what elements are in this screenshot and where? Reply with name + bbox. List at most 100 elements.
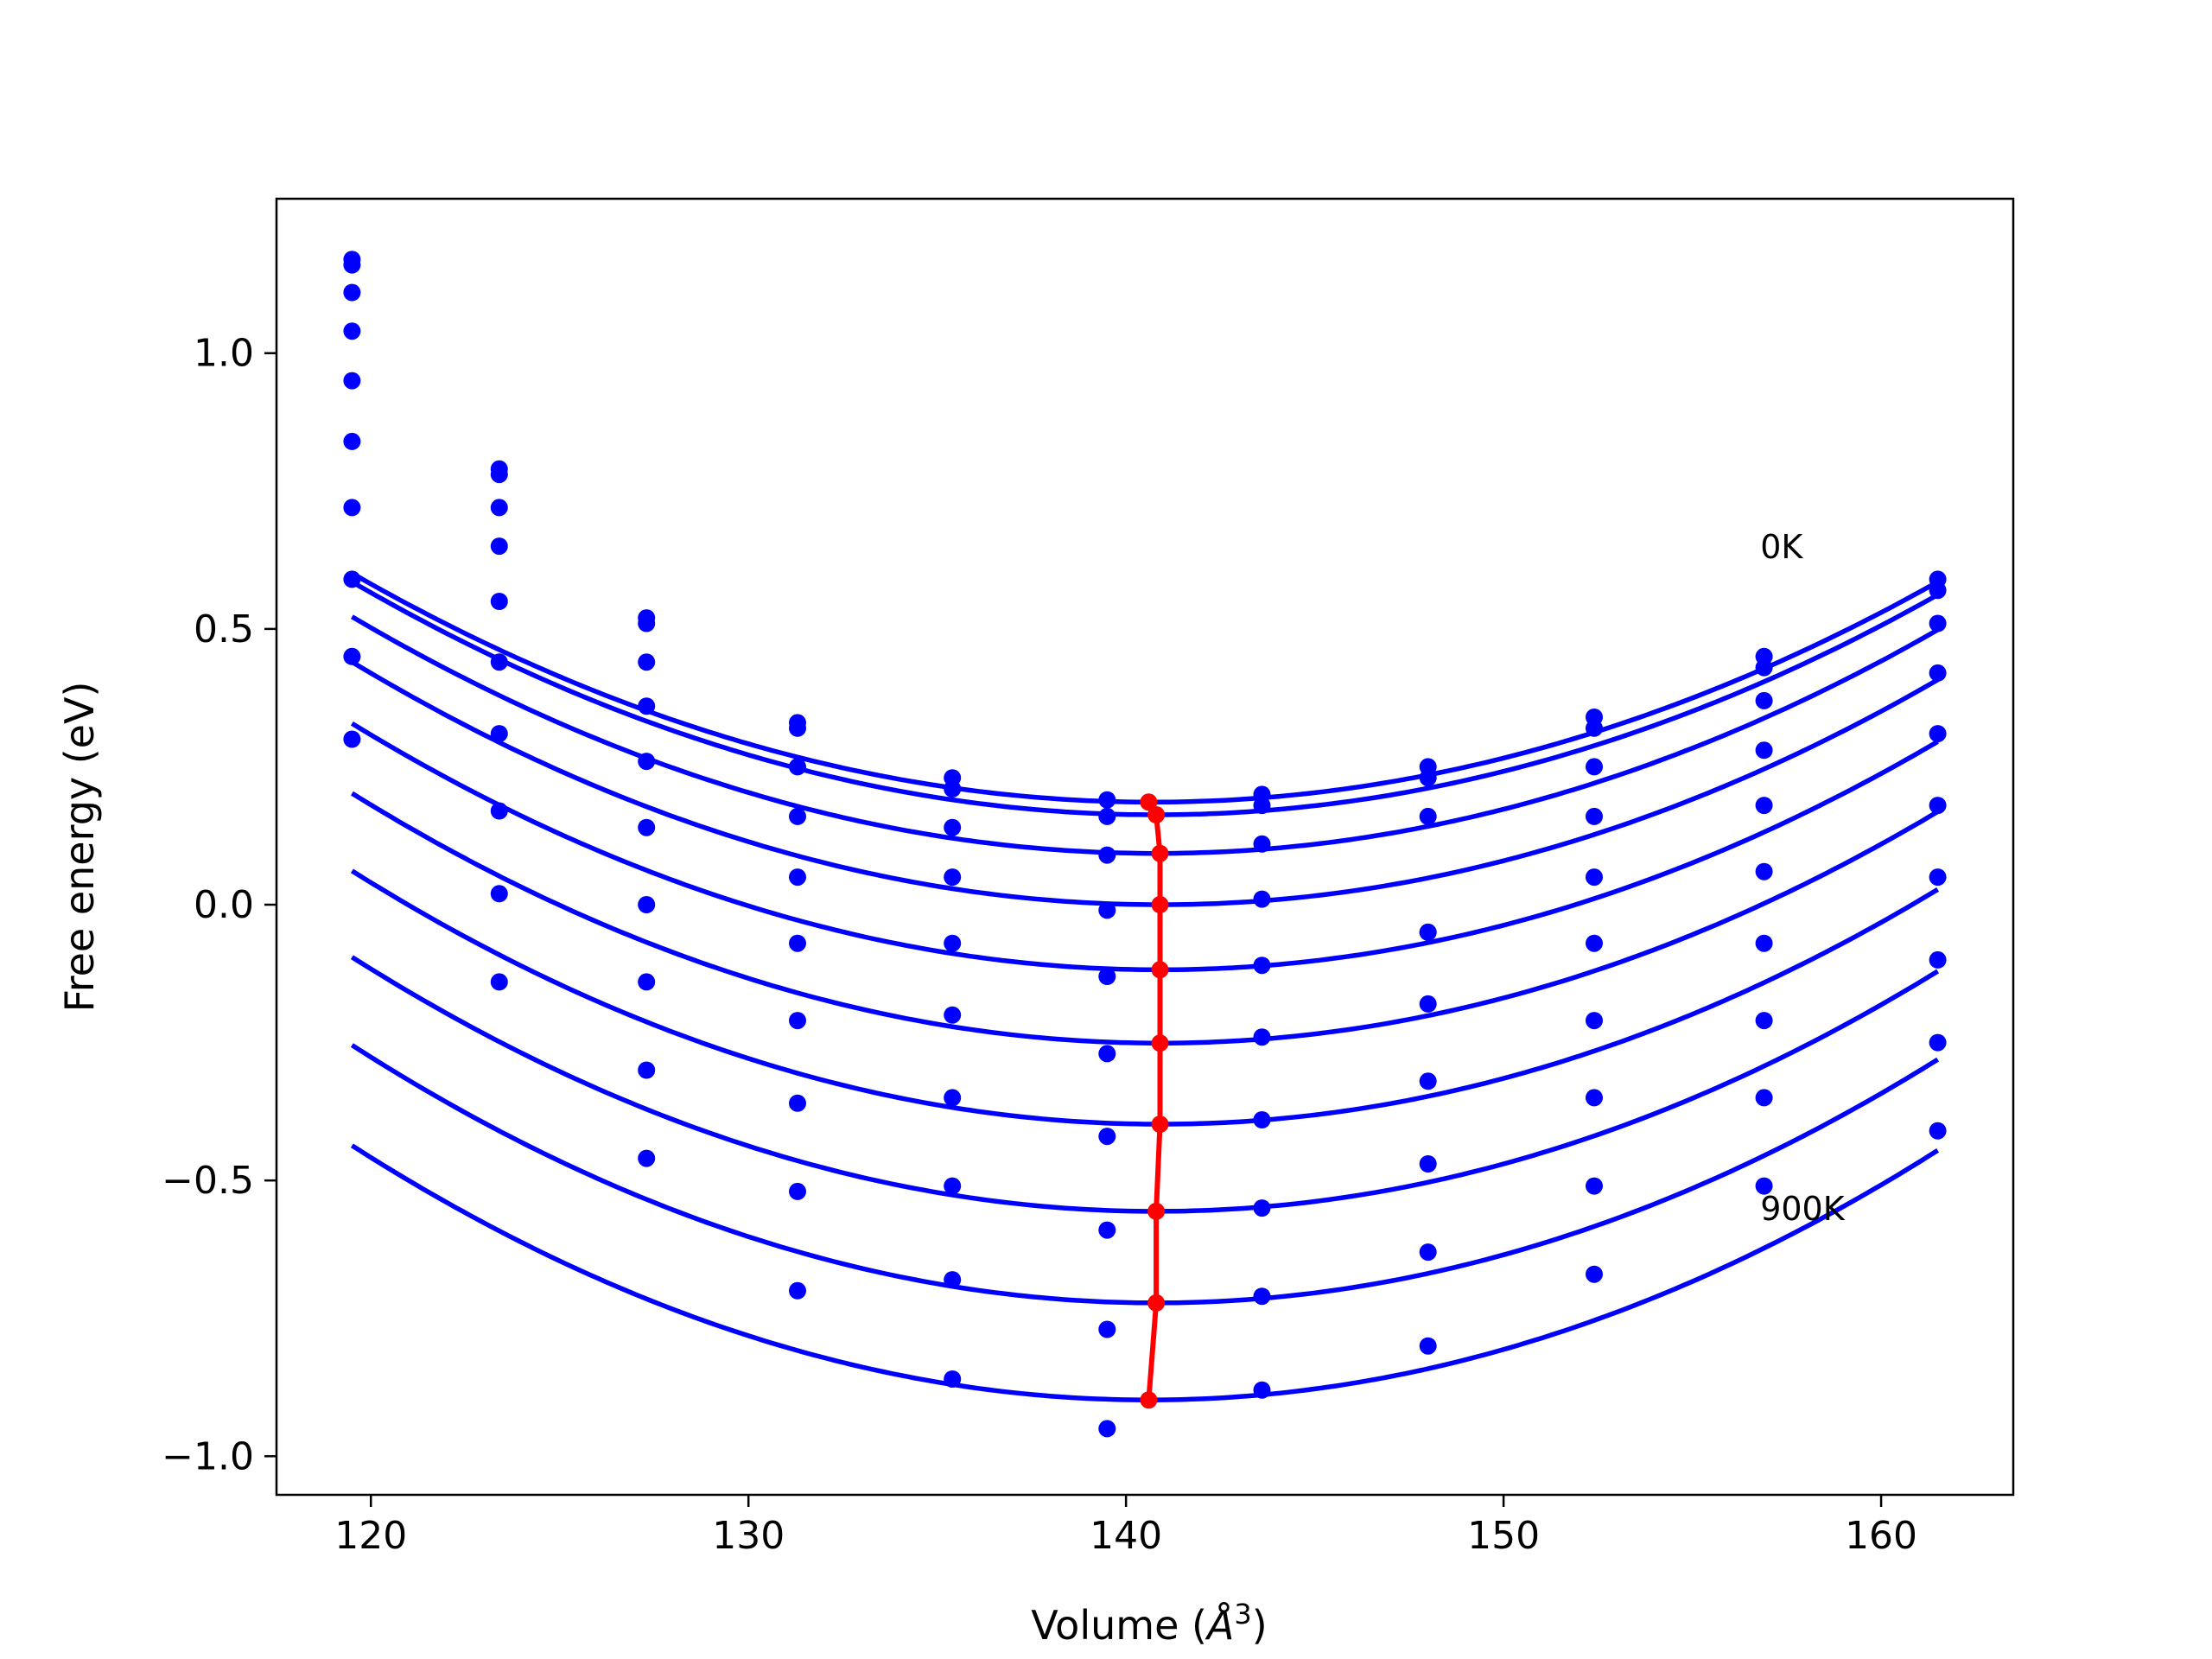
data-point-s1-7	[1419, 769, 1437, 787]
data-point-s6-4	[944, 1089, 962, 1107]
data-point-s7-5	[1098, 1221, 1116, 1239]
data-point-s5-2	[638, 818, 656, 836]
data-point-s3-6	[1253, 890, 1271, 908]
data-point-s8-6	[1253, 1287, 1271, 1306]
data-point-s2-4	[944, 818, 962, 836]
data-point-s7-6	[1253, 1199, 1271, 1217]
fit-curve-7	[350, 955, 1940, 1214]
minima-point-9	[1140, 1391, 1158, 1409]
data-point-s0-5	[1098, 791, 1116, 809]
annotations: 0K 900K	[1760, 528, 1846, 1228]
y-tick-label-2: 0.0	[194, 883, 254, 927]
data-point-s4-4	[944, 934, 962, 952]
data-point-s9-10	[1929, 1122, 1947, 1140]
data-point-s5-9	[1755, 862, 1773, 880]
data-point-s8-3	[789, 1182, 806, 1200]
data-point-s8-9	[1755, 1089, 1773, 1107]
data-point-s9-1	[490, 973, 508, 991]
minima-point-2	[1151, 844, 1169, 862]
data-point-s6-9	[1755, 934, 1773, 952]
data-points	[343, 251, 1947, 1438]
data-point-s5-4	[944, 1006, 962, 1024]
fit-curve-6	[350, 868, 1940, 1127]
data-point-s1-10	[1929, 582, 1947, 600]
data-point-s6-6	[1253, 1111, 1271, 1128]
fit-curve-3	[350, 659, 1939, 907]
data-point-s4-1	[490, 593, 508, 610]
y-tick-label-1: 0.5	[194, 607, 254, 652]
data-point-s5-10	[1929, 797, 1947, 815]
x-axis-label-text: Volume (	[1031, 1602, 1207, 1649]
data-point-s3-10	[1929, 664, 1947, 682]
data-point-s7-0	[343, 570, 361, 588]
data-point-s8-8	[1586, 1177, 1603, 1195]
plot-frame	[275, 197, 2015, 1497]
data-point-s3-2	[638, 697, 656, 715]
x-tick-label-140: 140	[1090, 1514, 1162, 1558]
data-point-s3-9	[1755, 741, 1773, 760]
data-point-s9-4	[944, 1370, 962, 1388]
data-point-s5-3	[789, 934, 806, 952]
minima-point-0	[1140, 793, 1158, 811]
data-point-s2-1	[490, 499, 508, 517]
data-point-s9-7	[1419, 1337, 1437, 1355]
data-point-s6-7	[1419, 1072, 1437, 1090]
minima-point-8	[1147, 1294, 1166, 1312]
data-point-s2-0	[343, 283, 361, 302]
data-point-s9-8	[1586, 1265, 1603, 1283]
data-point-s1-6	[1253, 797, 1271, 815]
fit-curve-8	[350, 1043, 1940, 1306]
data-point-s7-8	[1586, 1089, 1603, 1107]
data-point-s1-2	[638, 614, 656, 632]
x-tick-label-160: 160	[1845, 1514, 1917, 1558]
x-axis-label-unit: Å	[1205, 1602, 1234, 1649]
data-point-s4-2	[638, 753, 656, 771]
data-point-s6-0	[343, 499, 361, 517]
data-point-s7-4	[944, 1177, 962, 1195]
data-point-s2-3	[789, 758, 806, 776]
data-point-s7-2	[638, 973, 656, 991]
fit-curve-2	[351, 614, 1939, 856]
data-point-s9-0	[343, 730, 361, 748]
minima-point-3	[1151, 896, 1169, 913]
annotation-900k: 900K	[1760, 1190, 1846, 1228]
y-tick-label-3: −0.5	[162, 1159, 254, 1203]
data-point-s8-1	[490, 885, 508, 903]
data-point-s9-2	[638, 1149, 656, 1167]
minima-point-7	[1147, 1202, 1166, 1220]
data-point-s6-1	[490, 725, 508, 743]
data-point-s2-8	[1586, 758, 1603, 776]
data-point-s8-2	[638, 1061, 656, 1079]
data-point-s7-1	[490, 802, 508, 820]
data-point-s9-5	[1098, 1420, 1116, 1438]
data-point-s2-10	[1929, 614, 1947, 632]
data-point-s5-5	[1098, 1045, 1116, 1063]
data-point-s1-9	[1755, 658, 1773, 677]
data-point-s8-10	[1929, 1033, 1947, 1052]
data-point-s3-3	[789, 807, 806, 825]
data-point-s5-8	[1586, 934, 1603, 952]
data-point-s8-7	[1419, 1243, 1437, 1262]
data-point-s6-3	[789, 1012, 806, 1030]
fit-curves	[350, 571, 1940, 1402]
minima-point-4	[1151, 961, 1169, 979]
data-point-s1-1	[490, 466, 508, 484]
data-point-s8-0	[343, 647, 361, 665]
data-point-s2-5	[1098, 846, 1116, 864]
data-point-s4-6	[1253, 957, 1271, 975]
y-tick-label-4: −1.0	[162, 1434, 254, 1478]
data-point-s8-5	[1098, 1320, 1116, 1338]
data-point-s9-6	[1253, 1381, 1271, 1399]
data-point-s2-9	[1755, 691, 1773, 709]
data-point-s7-9	[1755, 1012, 1773, 1030]
data-point-s4-9	[1755, 797, 1773, 815]
data-point-s5-6	[1253, 1028, 1271, 1046]
data-point-s1-5	[1098, 807, 1116, 825]
x-axis-label-exponent: 3	[1234, 1598, 1251, 1630]
data-point-s2-7	[1419, 807, 1437, 825]
data-point-s6-2	[638, 896, 656, 913]
data-point-s6-10	[1929, 868, 1947, 887]
data-point-s3-8	[1586, 807, 1603, 825]
